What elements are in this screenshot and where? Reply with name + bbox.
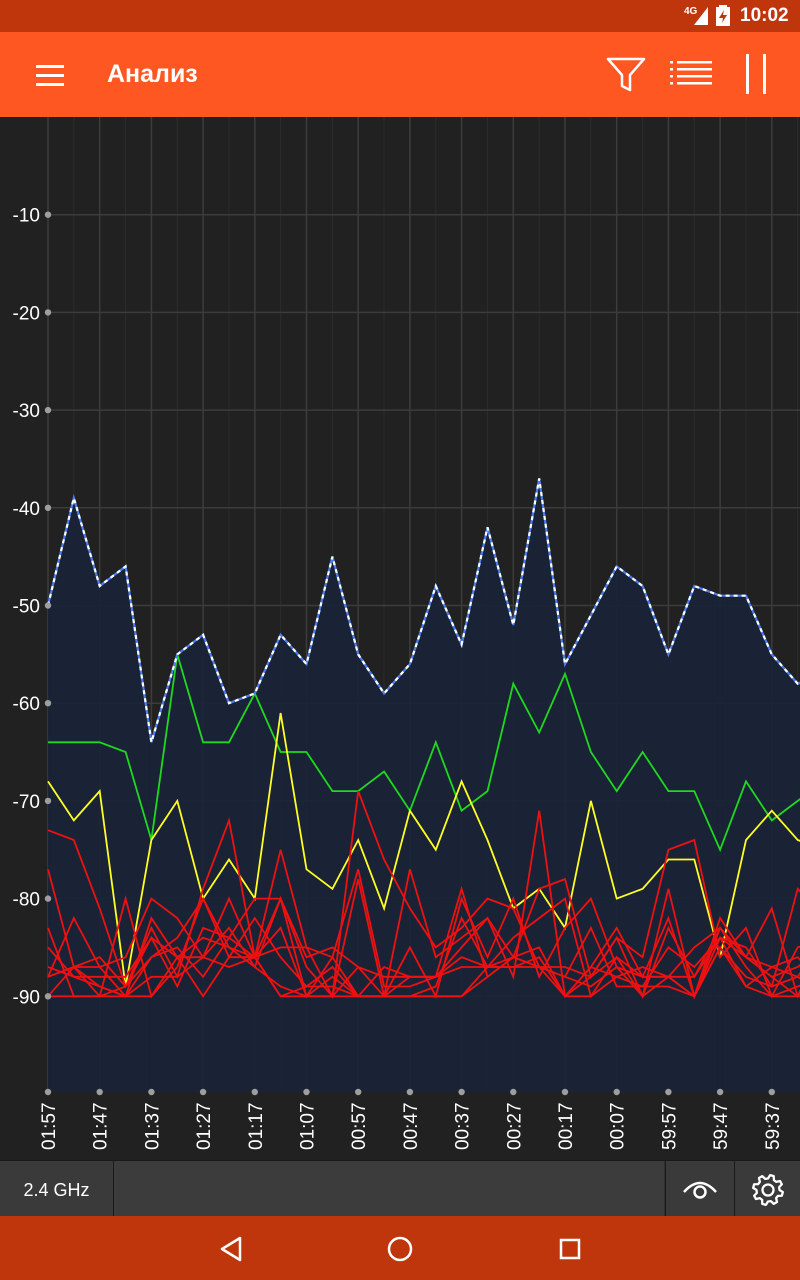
- y-tick-label: -20: [13, 303, 40, 324]
- x-tick-label: 00:37: [453, 1102, 474, 1150]
- list-icon[interactable]: [670, 60, 712, 88]
- eye-icon: [683, 1181, 717, 1199]
- x-tick-dot: [44, 1088, 52, 1096]
- x-tick-dot: [768, 1088, 775, 1096]
- envelope-line-dashed: [46, 478, 800, 743]
- x-tick-dot: [665, 1088, 672, 1096]
- x-tick-label: 01:17: [246, 1102, 267, 1150]
- x-tick-label: 01:37: [142, 1102, 163, 1150]
- y-tick-dot: [44, 211, 52, 218]
- series-line-red-11: [48, 945, 800, 998]
- y-tick-dot: [44, 895, 52, 902]
- x-tick-dot: [303, 1088, 310, 1096]
- navigation-bar: [0, 1216, 800, 1280]
- y-tick-dot: [44, 797, 52, 805]
- x-tick-dot: [199, 1088, 207, 1096]
- signal-icon: [694, 7, 708, 25]
- x-tick-label: 00:57: [349, 1102, 370, 1150]
- x-tick-label: 00:17: [556, 1102, 577, 1150]
- y-tick-label: -90: [13, 987, 40, 1008]
- view-toggle-button[interactable]: [665, 1161, 734, 1217]
- x-tick-dot: [458, 1088, 465, 1096]
- x-tick-label: 00:07: [608, 1102, 629, 1150]
- home-icon[interactable]: [360, 1216, 440, 1280]
- series-line-yellow-1: [47, 712, 800, 987]
- y-tick-dot: [44, 602, 52, 609]
- y-tick-label: -40: [13, 499, 40, 520]
- x-tick-dot: [251, 1088, 258, 1096]
- y-tick-label: -70: [13, 792, 40, 813]
- signal-strength-chart: -10-20-30-40-50-60-70-80-90 01:57 01:47 01…: [13, 117, 800, 1150]
- envelope-fill: [48, 478, 800, 1092]
- network-type: 4G: [684, 6, 698, 17]
- x-tick-label: 01:57: [39, 1102, 60, 1150]
- x-tick-label: 00:47: [401, 1102, 422, 1150]
- x-tick-dot: [355, 1088, 362, 1096]
- x-tick-dot: [96, 1088, 103, 1096]
- band-selector-button[interactable]: 2.4 GHz: [0, 1161, 114, 1217]
- x-tick-dot: [613, 1088, 620, 1096]
- app-bar: Анализ: [0, 32, 800, 117]
- band-info-area: [114, 1161, 664, 1217]
- y-tick-label: -30: [13, 401, 40, 422]
- x-tick-dot: [406, 1088, 414, 1096]
- battery-icon: [716, 5, 730, 26]
- x-tick-label: 01:27: [194, 1102, 215, 1150]
- y-tick-label: -80: [13, 890, 40, 911]
- menu-icon[interactable]: [36, 65, 64, 87]
- back-icon[interactable]: [191, 1216, 271, 1280]
- y-tick-label: -60: [13, 694, 40, 715]
- series-line-red-2: [47, 790, 800, 999]
- y-tick-dot: [44, 993, 52, 1000]
- x-tick-label: 59:57: [659, 1102, 680, 1150]
- y-tick-dot: [44, 700, 52, 707]
- x-tick-label: 00:27: [504, 1102, 525, 1150]
- x-tick-label: 59:47: [711, 1102, 732, 1150]
- signal-chart-area: -10 -20 -30 -40 -50 -60 -70 -80 -90 01:57 01:47 01…: [0, 117, 800, 1160]
- x-tick-dot: [510, 1088, 517, 1096]
- y-tick-dot: [44, 504, 52, 511]
- y-tick-dot: [44, 309, 52, 316]
- settings-button[interactable]: [734, 1161, 800, 1217]
- y-tick-label: -50: [13, 597, 40, 618]
- clock: 10:02: [740, 5, 789, 26]
- status-bar: 4G 10:02: [0, 0, 800, 32]
- y-tick-dot: [44, 406, 52, 414]
- pause-icon[interactable]: [744, 54, 768, 94]
- x-tick-dot: [716, 1088, 724, 1096]
- bottom-toolbar: 2.4 GHz: [0, 1160, 800, 1217]
- x-tick-label: 01:47: [91, 1102, 112, 1150]
- x-tick-label: 01:07: [298, 1102, 319, 1150]
- x-tick-dot: [561, 1088, 569, 1096]
- series-group: [47, 654, 800, 1000]
- recents-icon[interactable]: [530, 1216, 610, 1280]
- x-tick-label: 59:37: [763, 1102, 784, 1150]
- x-tick-dot: [148, 1088, 155, 1096]
- x-axis: 01:57 01:47 01:37 01:27 01:17 01:07 00:57 00:47…: [39, 1088, 784, 1150]
- filter-icon[interactable]: [606, 57, 646, 93]
- y-axis: -10 -20 -30 -40 -50 -60 -70 -80 -90: [13, 206, 52, 1008]
- y-tick-label: -10: [13, 206, 40, 227]
- gear-icon: [752, 1174, 784, 1206]
- page-title: Анализ: [107, 60, 198, 88]
